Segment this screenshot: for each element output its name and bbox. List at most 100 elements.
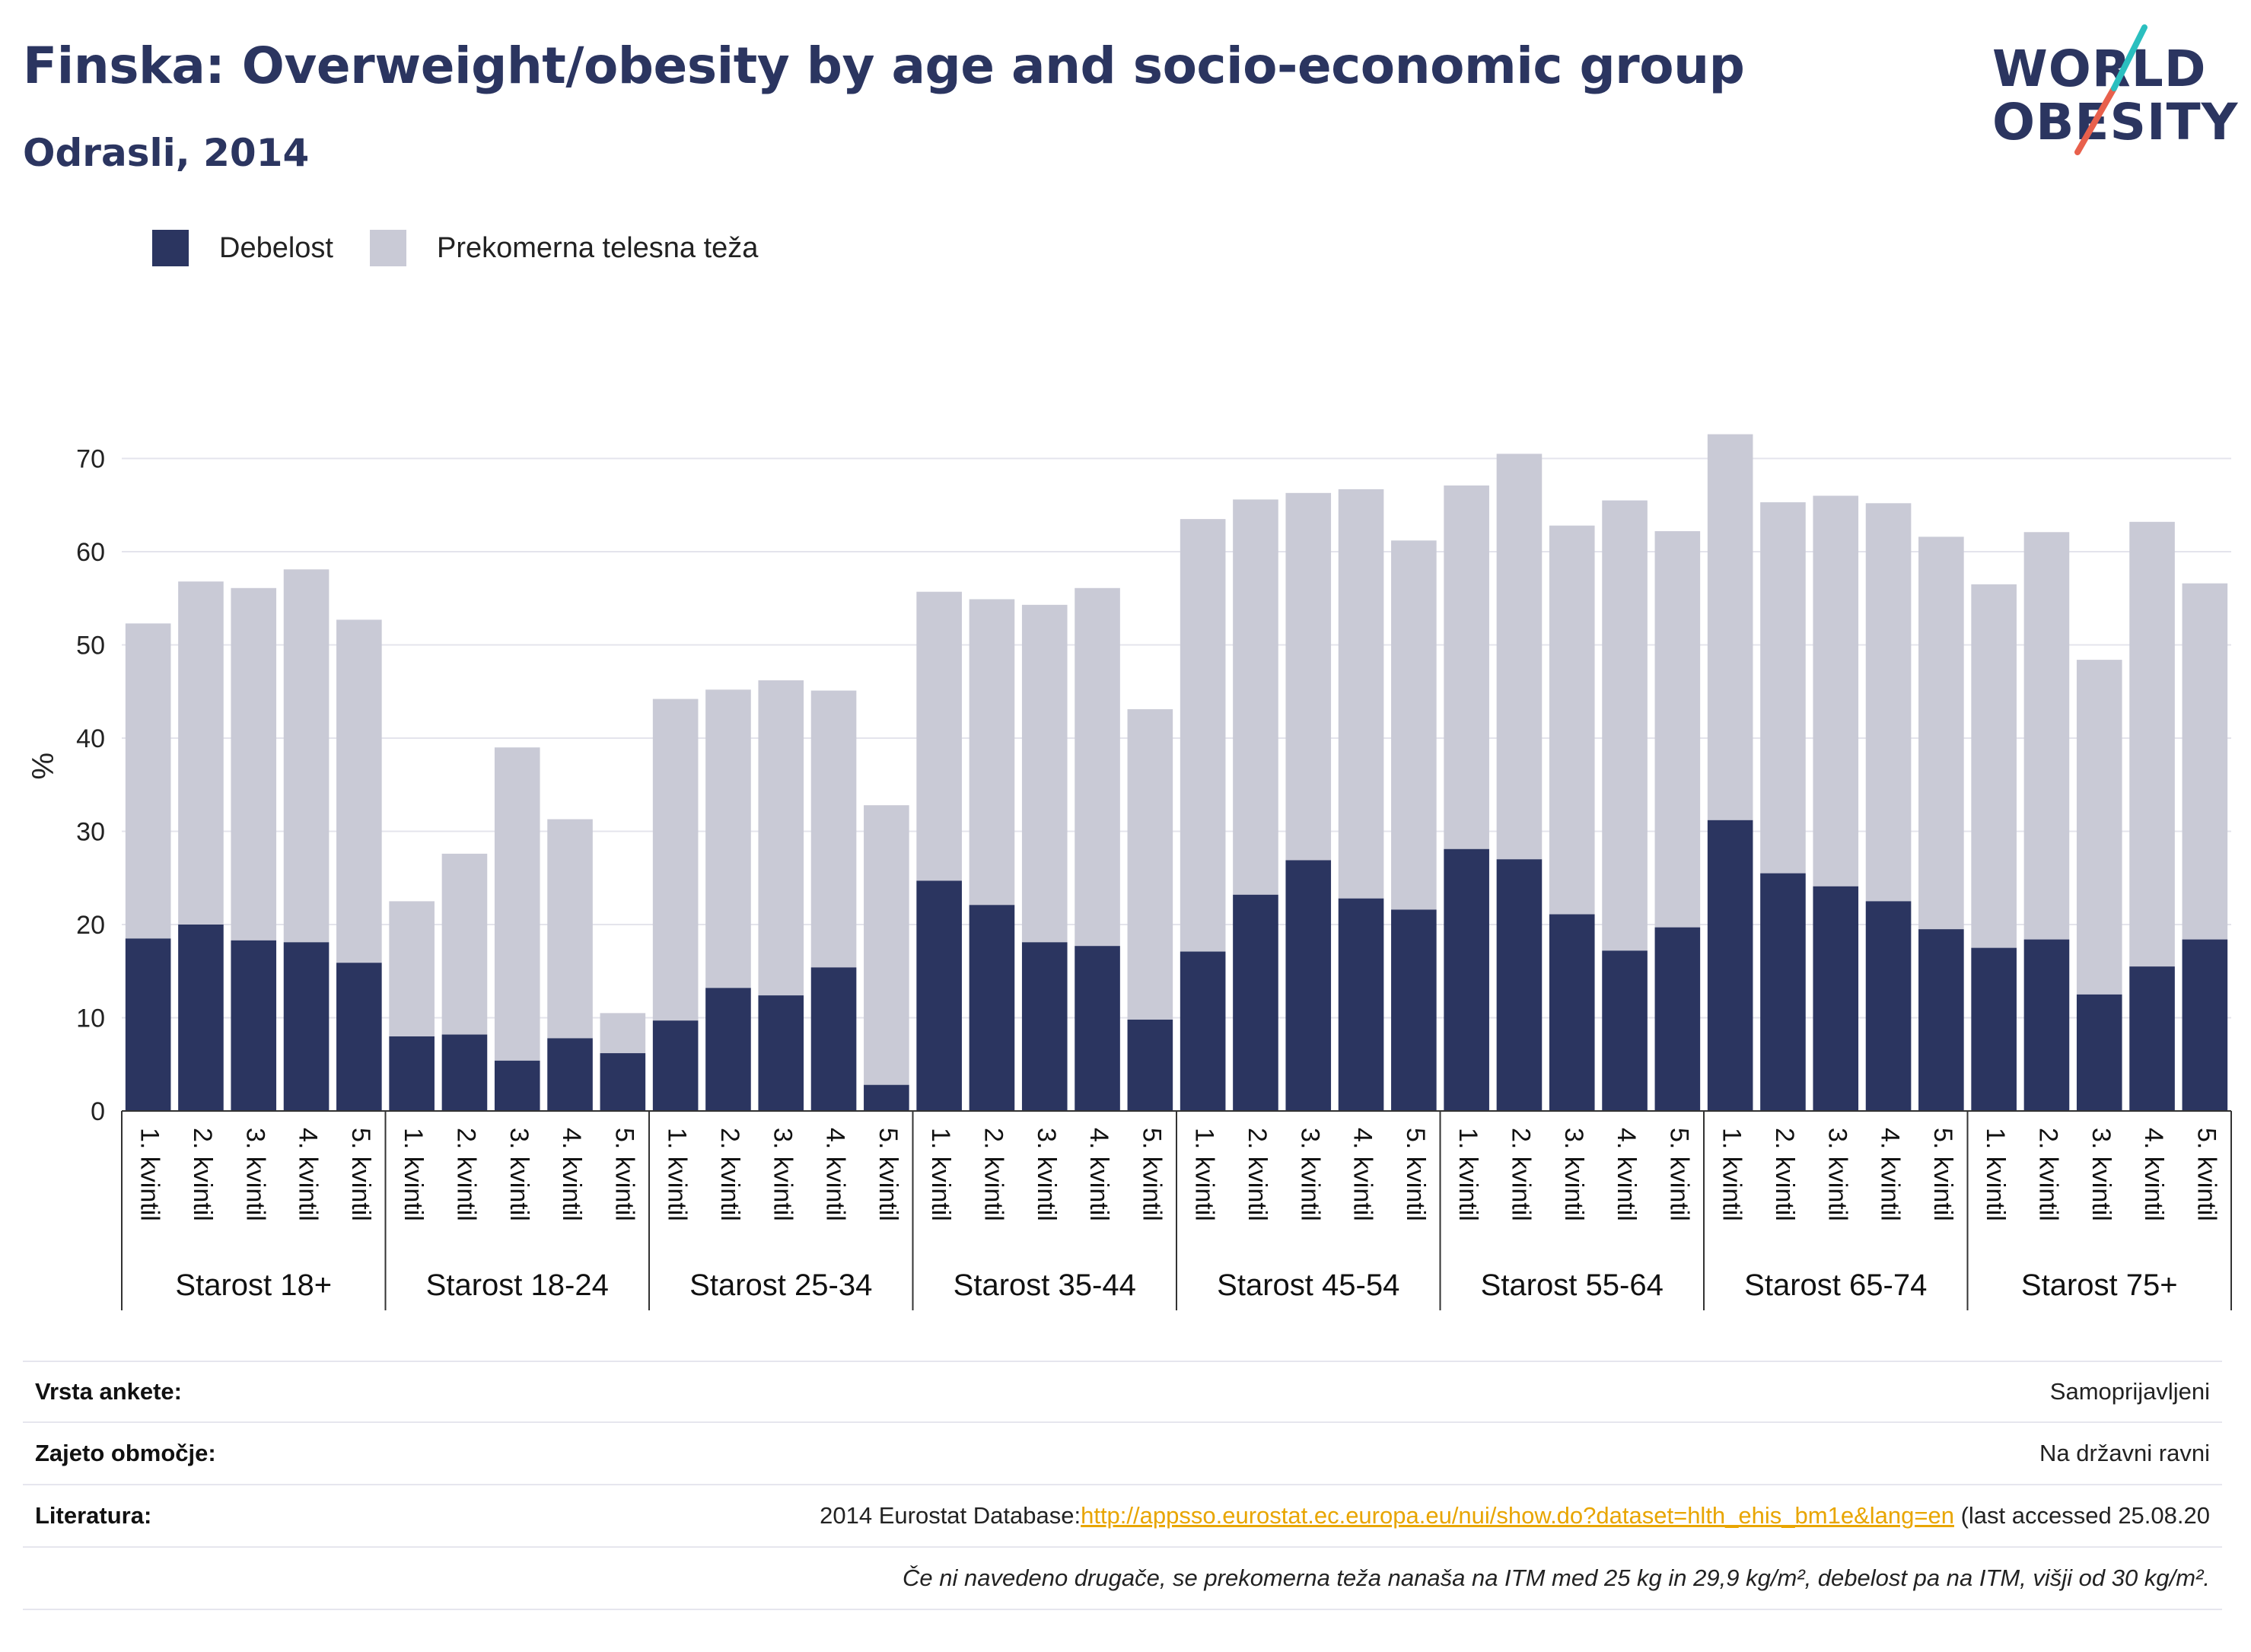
bar-obesity	[494, 1060, 540, 1111]
bar-overweight	[125, 623, 171, 939]
bar-overweight	[1127, 709, 1173, 1020]
footer-row-references: Literatura: 2014 Eurostat Database:http:…	[23, 1485, 2222, 1548]
chart-legend: Debelost Prekomerna telesna teža	[152, 225, 794, 271]
survey-value: Samoprijavljeni	[2049, 1378, 2210, 1405]
bar-obesity	[1918, 929, 1964, 1111]
bar-overweight	[283, 569, 330, 943]
bar-overweight	[1075, 587, 1120, 947]
bar-overweight	[758, 680, 804, 996]
x-tick-label: 3. kvintil	[768, 1128, 797, 1221]
bar-overweight	[916, 591, 962, 881]
x-tick-label: 2. kvintil	[2033, 1128, 2062, 1221]
bar-obesity	[1707, 820, 1753, 1111]
x-tick-label: 2. kvintil	[188, 1128, 217, 1221]
bar-obesity	[864, 1084, 909, 1111]
x-tick-label: 1. kvintil	[926, 1128, 955, 1221]
bar-obesity	[336, 963, 382, 1111]
bar-obesity	[1233, 894, 1278, 1111]
bar-overweight	[1338, 489, 1384, 899]
bar-overweight	[1918, 536, 1964, 930]
x-tick-label: 5. kvintil	[610, 1128, 638, 1221]
bar-obesity	[389, 1036, 435, 1111]
legend-swatch-obesity	[152, 230, 189, 266]
x-tick-label: 3. kvintil	[1032, 1128, 1061, 1221]
x-tick-label: 3. kvintil	[1295, 1128, 1324, 1221]
x-tick-label: 1. kvintil	[399, 1128, 428, 1221]
bar-obesity	[2182, 939, 2228, 1111]
bar-overweight	[1971, 584, 2017, 948]
references-suffix: (last accessed 25.08.20	[1953, 1502, 2210, 1529]
bar-overweight	[1865, 503, 1912, 902]
bar-overweight	[336, 619, 382, 963]
group-label: Starost 55-64	[1481, 1268, 1664, 1302]
legend-label-overweight: Prekomerna telesna teža	[436, 231, 759, 264]
chart-title: Finska: Overweight/obesity by age and so…	[23, 37, 1745, 95]
bar-obesity	[441, 1034, 488, 1111]
y-axis-label: %	[27, 753, 60, 780]
bar-overweight	[1021, 604, 1068, 943]
references-value: 2014 Eurostat Database:http://appsso.eur…	[820, 1502, 2210, 1529]
footer-row-coverage: Zajeto območje: Na državni ravni	[23, 1423, 2222, 1485]
x-tick-label: 4. kvintil	[2139, 1128, 2168, 1221]
bar-overweight	[1760, 502, 1806, 874]
x-tick-label: 5. kvintil	[874, 1128, 903, 1221]
y-tick-label: 30	[76, 818, 105, 847]
bar-obesity	[1760, 873, 1806, 1111]
world-obesity-logo: WORLD OBESITY	[1986, 23, 2237, 160]
x-tick-label: 1. kvintil	[1981, 1128, 2010, 1221]
x-tick-label: 3. kvintil	[1823, 1128, 1851, 1221]
bar-obesity	[1338, 898, 1384, 1111]
x-tick-label: 3. kvintil	[505, 1128, 533, 1221]
y-tick-label: 0	[91, 1097, 105, 1126]
x-tick-label: 5. kvintil	[1664, 1128, 1693, 1221]
bar-obesity	[1549, 914, 1595, 1111]
group-label: Starost 75+	[2021, 1268, 2178, 1302]
coverage-value: Na državni ravni	[2039, 1440, 2210, 1466]
bar-obesity	[652, 1020, 699, 1111]
bar-obesity	[1180, 951, 1226, 1111]
legend-item-overweight[interactable]: Prekomerna telesna teža	[369, 230, 759, 266]
x-tick-label: 3. kvintil	[2087, 1128, 2116, 1221]
bar-obesity	[1971, 947, 2017, 1111]
x-tick-label: 2. kvintil	[451, 1128, 480, 1221]
x-tick-label: 1. kvintil	[1190, 1128, 1219, 1221]
x-tick-label: 1. kvintil	[1453, 1128, 1482, 1221]
bar-obesity	[547, 1038, 593, 1111]
bar-overweight	[969, 599, 1015, 906]
bar-overweight	[1602, 500, 1648, 951]
x-tick-label: 1. kvintil	[1718, 1128, 1746, 1221]
group-label: Starost 45-54	[1217, 1268, 1399, 1302]
y-tick-label: 20	[76, 911, 105, 940]
logo-line-1: WORLD	[1992, 40, 2207, 98]
x-tick-label: 4. kvintil	[1348, 1128, 1377, 1221]
bar-obesity	[1865, 901, 1912, 1111]
footer-row-note: Če ni navedeno drugače, se prekomerna te…	[23, 1548, 2222, 1610]
group-label: Starost 25-34	[689, 1268, 872, 1302]
bar-obesity	[1021, 942, 1068, 1111]
bar-obesity	[1075, 946, 1120, 1111]
legend-swatch-overweight	[369, 230, 406, 266]
bar-obesity	[1285, 860, 1332, 1111]
x-tick-label: 5. kvintil	[2192, 1128, 2221, 1221]
bar-overweight	[178, 581, 224, 925]
x-tick-label: 4. kvintil	[557, 1128, 586, 1221]
x-tick-label: 4. kvintil	[1612, 1128, 1641, 1221]
bar-obesity	[1654, 927, 1701, 1111]
bar-obesity	[283, 942, 330, 1111]
bar-overweight	[2129, 521, 2175, 967]
bar-overweight	[231, 587, 277, 941]
references-label: Literatura:	[35, 1502, 152, 1529]
bar-obesity	[1602, 950, 1648, 1111]
bar-overweight	[810, 690, 857, 968]
references-link[interactable]: http://appsso.eurostat.ec.europa.eu/nui/…	[1081, 1502, 1954, 1529]
legend-item-obesity[interactable]: Debelost	[152, 230, 333, 266]
bar-overweight	[2023, 532, 2070, 940]
bar-overweight	[1654, 531, 1701, 928]
y-tick-label: 60	[76, 538, 105, 567]
definition-note: Če ni navedeno drugače, se prekomerna te…	[903, 1564, 2210, 1591]
coverage-label: Zajeto območje:	[35, 1440, 216, 1466]
bar-obesity	[1127, 1019, 1173, 1111]
bar-obesity	[1391, 909, 1437, 1111]
bar-obesity	[916, 880, 962, 1111]
bar-obesity	[178, 925, 224, 1111]
